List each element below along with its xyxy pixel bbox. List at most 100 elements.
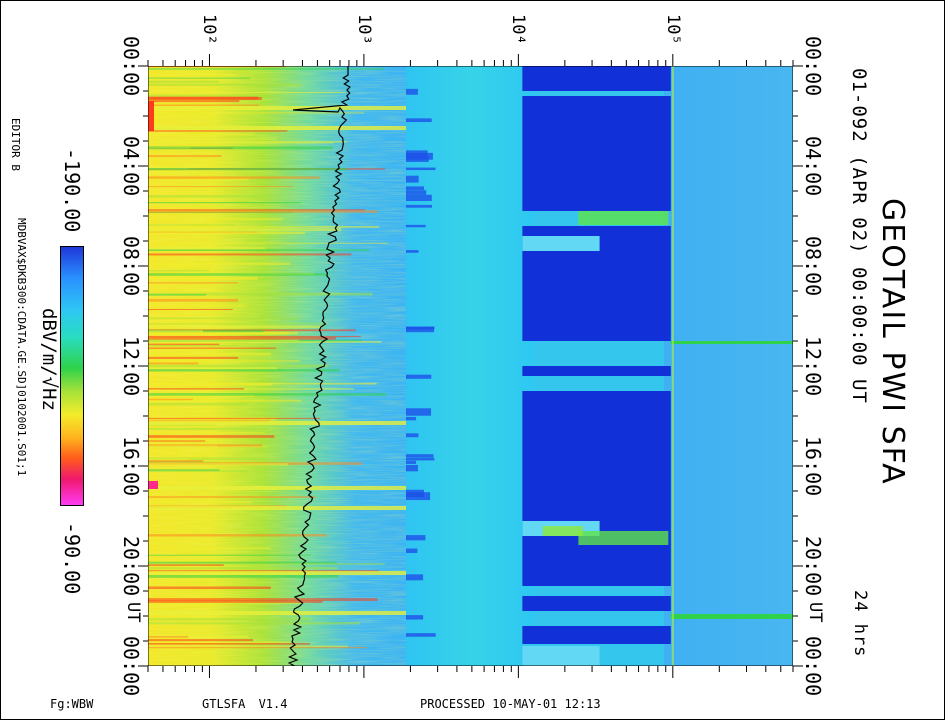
dark-blue-patch bbox=[406, 224, 426, 228]
streak bbox=[148, 335, 361, 338]
y-axis-right-ticks bbox=[793, 65, 803, 667]
streak bbox=[148, 104, 260, 107]
dark-blue-patch bbox=[406, 152, 433, 160]
streak bbox=[148, 540, 216, 542]
horizontal-streaks bbox=[148, 66, 406, 649]
streak bbox=[148, 600, 323, 603]
streak bbox=[148, 419, 271, 423]
dark-blue-region bbox=[522, 596, 671, 611]
streak bbox=[148, 435, 275, 438]
y-tick-label: 00:00 bbox=[119, 636, 143, 697]
streak bbox=[148, 186, 294, 188]
duration-label: 24 hrs bbox=[850, 590, 870, 658]
x-tick-label: 10³ bbox=[353, 14, 374, 45]
streak bbox=[148, 138, 277, 140]
streak bbox=[148, 602, 302, 604]
streak bbox=[148, 461, 219, 463]
chart-subtitle: 01-092 (APR 02) 00:00:00 UT bbox=[848, 68, 870, 404]
x-tick-label: 10² bbox=[199, 14, 220, 45]
dark-blue-patch bbox=[406, 118, 432, 123]
streak bbox=[148, 115, 217, 117]
streak bbox=[148, 618, 312, 621]
streak bbox=[148, 298, 238, 302]
dark-blue-patch bbox=[406, 150, 428, 157]
footer-program-label: GTLSFA V1.4 bbox=[202, 697, 288, 711]
streak bbox=[148, 308, 233, 311]
streak bbox=[148, 341, 382, 343]
y-tick-label: 16:00 bbox=[119, 436, 143, 497]
hot-spot bbox=[148, 101, 154, 131]
dark-blue-patch bbox=[406, 167, 436, 171]
bright-streak bbox=[148, 106, 406, 110]
dark-blue-patch bbox=[406, 460, 417, 464]
emission-line bbox=[670, 341, 793, 344]
dark-blue-patch bbox=[406, 433, 419, 438]
emission-patch bbox=[578, 531, 669, 545]
streak bbox=[148, 112, 365, 114]
streak bbox=[148, 83, 301, 87]
streak bbox=[148, 277, 259, 280]
streak bbox=[148, 294, 207, 296]
dark-blue-patch bbox=[406, 464, 418, 472]
streak bbox=[148, 96, 259, 100]
streak bbox=[148, 141, 347, 143]
streak bbox=[148, 202, 302, 204]
streak bbox=[148, 635, 249, 638]
emission-lines bbox=[542, 66, 793, 666]
streak bbox=[148, 91, 346, 94]
data-file-label: MDBVAX$DKB300:CDATA.GE.SD]0102001.S01;1 bbox=[15, 218, 28, 477]
streak bbox=[148, 336, 336, 340]
streak bbox=[148, 176, 320, 179]
streak bbox=[148, 249, 370, 252]
footer-fg-label: Fg:WBW bbox=[50, 697, 94, 711]
y-tick-label: 00:00 bbox=[801, 636, 825, 697]
streak bbox=[148, 457, 267, 460]
streak bbox=[148, 360, 301, 362]
streak bbox=[148, 561, 337, 564]
streak bbox=[148, 645, 348, 648]
streak bbox=[148, 68, 384, 70]
emission-patch bbox=[542, 526, 583, 536]
band-high-freq bbox=[664, 66, 793, 666]
dark-blue-patch bbox=[406, 615, 424, 620]
streak bbox=[148, 253, 352, 256]
streak bbox=[148, 445, 218, 448]
y-tick-label: 08:00 bbox=[119, 236, 143, 297]
dark-blue-patch bbox=[406, 194, 432, 201]
dark-blue-patch bbox=[406, 492, 431, 501]
streak bbox=[148, 575, 339, 578]
streak bbox=[148, 130, 288, 132]
editor-label: EDITOR B bbox=[9, 118, 22, 171]
streak bbox=[148, 635, 189, 638]
streak bbox=[148, 642, 310, 645]
y-tick-label: 00:00 bbox=[801, 36, 825, 97]
streak bbox=[148, 226, 380, 228]
y-tick-label: 16:00 bbox=[801, 436, 825, 497]
streak bbox=[148, 440, 206, 442]
dark-blue-region bbox=[522, 366, 671, 376]
ut-marker: UT bbox=[123, 602, 143, 623]
streak bbox=[148, 210, 378, 213]
streak bbox=[148, 362, 199, 365]
streak bbox=[148, 534, 327, 537]
streak bbox=[148, 282, 239, 284]
band-mid-freq bbox=[406, 66, 534, 666]
intense-dark-blue-regions bbox=[406, 66, 671, 666]
streak bbox=[148, 500, 252, 503]
dark-blue-region bbox=[522, 96, 671, 211]
chart-title: GEOTAIL PWI SFA bbox=[875, 198, 910, 486]
dark-blue-patch bbox=[406, 175, 419, 183]
streak bbox=[148, 77, 250, 79]
streak bbox=[148, 80, 219, 84]
dark-blue-patch bbox=[406, 548, 418, 554]
y-axis-left-ticks bbox=[138, 65, 148, 667]
streak bbox=[148, 382, 377, 385]
streak bbox=[148, 356, 239, 359]
streak bbox=[148, 325, 323, 329]
streak bbox=[148, 547, 271, 549]
dark-blue-patch bbox=[406, 326, 435, 333]
bright-streak bbox=[148, 486, 406, 490]
streak bbox=[148, 399, 302, 402]
streak bbox=[148, 323, 329, 325]
